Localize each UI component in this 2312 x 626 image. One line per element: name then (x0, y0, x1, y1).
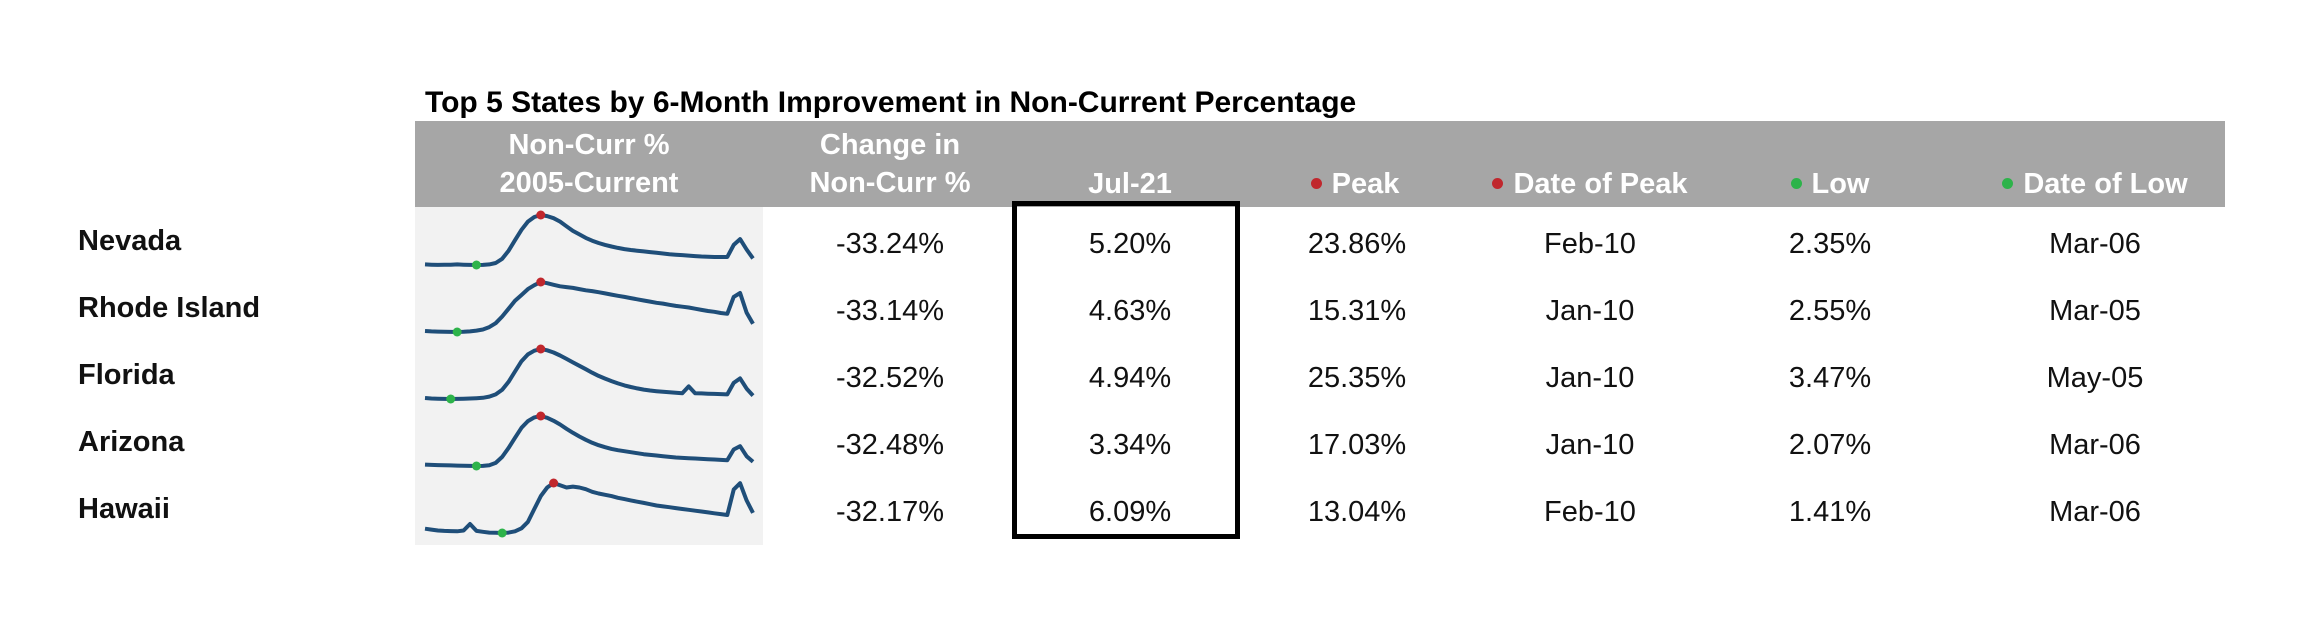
sparkline-peak-marker (536, 210, 546, 220)
state-name: Hawaii (78, 493, 170, 525)
date-of-low-cell: Mar-06 (2049, 496, 2141, 528)
peak-marker-icon (1310, 177, 1322, 189)
header-bar (415, 121, 2225, 207)
header-low: Low (1760, 121, 1900, 207)
header-sparkline-line1: Non-Curr % (508, 129, 670, 161)
header-current-label: Jul-21 (1088, 168, 1172, 200)
change-cell: -32.48% (835, 429, 945, 461)
header-date-of-low-label: Date of Low (2023, 168, 2188, 200)
peak-cell: 25.35% (1307, 362, 1407, 394)
state-name: Arizona (78, 426, 185, 458)
current-cell: 4.94% (1088, 362, 1172, 394)
sparkline-peak-marker (549, 478, 559, 488)
peak-cell: 15.31% (1307, 295, 1407, 327)
peak-marker-icon (1492, 177, 1504, 189)
sparkline-low-marker (471, 260, 481, 270)
change-cell: -33.14% (835, 295, 945, 327)
current-cell: 3.34% (1088, 429, 1172, 461)
header-sparkline: Non-Curr % 2005-Current (415, 121, 763, 207)
sparkline-low-marker (446, 394, 456, 404)
sparkline-low-marker (471, 461, 481, 471)
state-name: Florida (78, 359, 175, 391)
date-of-peak-cell: Feb-10 (1544, 228, 1636, 260)
header-date-of-peak: Date of Peak (1460, 121, 1720, 207)
sparkline-chart (424, 210, 755, 538)
date-of-low-cell: May-05 (2046, 362, 2144, 394)
change-cell: -32.17% (835, 496, 945, 528)
date-of-peak-cell: Feb-10 (1544, 496, 1636, 528)
sparkline-nevada (424, 213, 755, 267)
header-change-line2: Non-Curr % (809, 167, 971, 199)
sparkline-peak-marker (536, 344, 546, 354)
sparkline-arizona (424, 414, 755, 468)
low-marker-icon (2002, 177, 2014, 189)
header-low-label: Low (1811, 168, 1870, 200)
date-of-low-cell: Mar-05 (2049, 295, 2141, 327)
low-cell: 2.07% (1788, 429, 1872, 461)
low-cell: 2.55% (1788, 295, 1872, 327)
low-cell: 3.47% (1788, 362, 1872, 394)
sparkline-low-marker (497, 528, 507, 538)
date-of-peak-cell: Jan-10 (1545, 362, 1635, 394)
sparkline-florida (424, 347, 755, 401)
header-sparkline-line2: 2005-Current (499, 167, 679, 199)
date-of-peak-cell: Jan-10 (1545, 295, 1635, 327)
sparkline-peak-marker (536, 411, 546, 421)
header-change-line1: Change in (819, 129, 961, 161)
change-cell: -32.52% (835, 362, 945, 394)
sparkline-rhode-island (424, 280, 755, 334)
peak-cell: 23.86% (1307, 228, 1407, 260)
current-cell: 4.63% (1088, 295, 1172, 327)
low-cell: 1.41% (1788, 496, 1872, 528)
state-name: Rhode Island (78, 292, 261, 324)
date-of-low-cell: Mar-06 (2049, 429, 2141, 461)
chart-title: Top 5 States by 6-Month Improvement in N… (425, 86, 1357, 119)
header-date-of-peak-label: Date of Peak (1513, 168, 1688, 200)
header-change: Change in Non-Curr % (790, 121, 990, 207)
sparkline-peak-marker (536, 277, 546, 287)
current-cell: 5.20% (1088, 228, 1172, 260)
current-cell: 6.09% (1088, 496, 1172, 528)
change-cell: -33.24% (835, 228, 945, 260)
peak-cell: 17.03% (1307, 429, 1407, 461)
sparkline-hawaii (424, 481, 755, 535)
date-of-low-cell: Mar-06 (2049, 228, 2141, 260)
header-date-of-low: Date of Low (1980, 121, 2210, 207)
peak-cell: 13.04% (1307, 496, 1407, 528)
date-of-peak-cell: Jan-10 (1545, 429, 1635, 461)
low-cell: 2.35% (1788, 228, 1872, 260)
state-name: Nevada (78, 225, 182, 257)
current-column-highlight (1012, 201, 1240, 539)
header-peak: Peak (1280, 121, 1430, 207)
header-current: Jul-21 (1040, 121, 1220, 207)
low-marker-icon (1790, 177, 1802, 189)
header-peak-label: Peak (1331, 168, 1400, 200)
sparkline-low-marker (452, 327, 462, 337)
